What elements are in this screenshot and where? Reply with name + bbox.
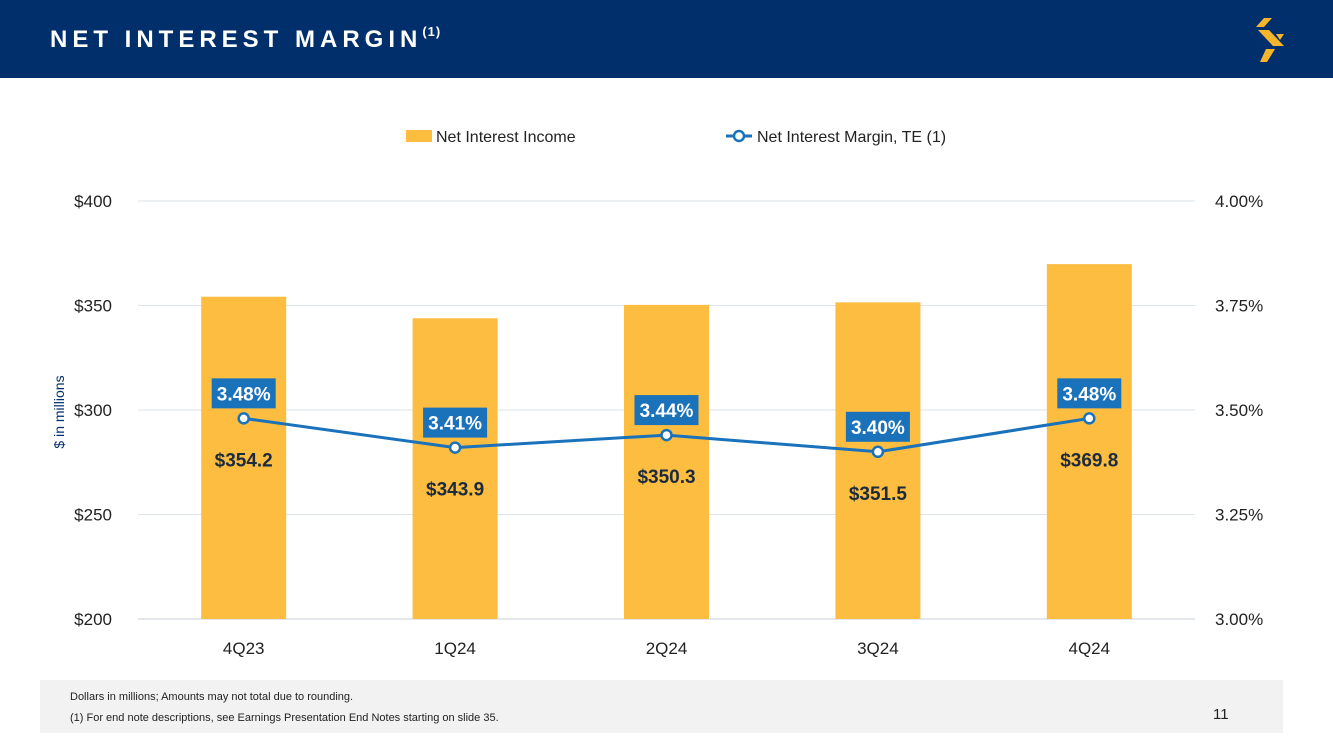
x-tick-label: 1Q24 bbox=[434, 639, 476, 658]
nim-marker bbox=[237, 412, 250, 425]
nim-label-box bbox=[423, 407, 488, 438]
footnote-box: Dollars in millions; Amounts may not tot… bbox=[40, 680, 1283, 733]
y-tick-label: $200 bbox=[74, 610, 112, 629]
bar-4q24 bbox=[1046, 264, 1132, 619]
y-tick-label: $400 bbox=[74, 192, 112, 211]
bar-4q23 bbox=[201, 296, 287, 619]
x-tick-label: 3Q24 bbox=[857, 639, 899, 658]
nim-marker bbox=[448, 441, 462, 454]
x-tick-label: 4Q24 bbox=[1069, 639, 1111, 658]
y-tick-label: $300 bbox=[74, 401, 112, 420]
legend-bar-label: Net Interest Income bbox=[436, 129, 576, 146]
bar-value-label: $343.9 bbox=[426, 480, 484, 501]
y-tick-label: $350 bbox=[74, 297, 112, 316]
page-number: 11 bbox=[1213, 706, 1229, 723]
nim-marker bbox=[871, 445, 885, 459]
nim-marker bbox=[660, 428, 673, 442]
y2-tick-label: 3.75% bbox=[1215, 297, 1263, 316]
slide-title: NET INTEREST MARGIN(1) bbox=[50, 24, 442, 54]
y-tick-label: $250 bbox=[74, 506, 112, 525]
legend-line-marker bbox=[732, 129, 746, 143]
nim-value-label: 3.48% bbox=[1062, 384, 1116, 405]
y2-tick-label: 4.00% bbox=[1215, 192, 1263, 211]
chart-svg: $200 3.00% $250 3.25% $300 3.50% $350 3.75% $400… bbox=[51, 129, 1263, 658]
nim-label-box bbox=[845, 411, 910, 442]
bar-2q24 bbox=[624, 304, 709, 619]
y-axis-title: $ in millions bbox=[51, 375, 67, 448]
header-bar: NET INTEREST MARGIN(1) bbox=[0, 0, 1333, 78]
nim-value-label: 3.41% bbox=[428, 414, 482, 435]
bar-value-label: $350.3 bbox=[637, 467, 695, 488]
nim-value-label: 3.44% bbox=[640, 401, 694, 422]
s-logo-icon bbox=[1256, 18, 1284, 62]
bar-value-label: $351.5 bbox=[849, 484, 908, 505]
bar-value-label: $354.2 bbox=[215, 450, 273, 471]
nim-label-box bbox=[634, 395, 699, 426]
nim-label-box bbox=[1057, 378, 1122, 409]
footnote-2: (1) For end note descriptions, see Earni… bbox=[70, 712, 499, 724]
legend-bar-swatch bbox=[406, 130, 432, 142]
nim-value-label: 3.48% bbox=[217, 384, 271, 405]
nim-chart: $200 3.00% $250 3.25% $300 3.50% $350 3.75% $400… bbox=[0, 78, 1333, 678]
slide-title-text: NET INTEREST MARGIN bbox=[50, 26, 423, 53]
nim-label-box bbox=[211, 378, 276, 409]
slide-title-footnote-ref: (1) bbox=[422, 24, 442, 39]
x-tick-label: 2Q24 bbox=[646, 639, 688, 658]
footnote-1: Dollars in millions; Amounts may not tot… bbox=[70, 691, 354, 703]
bar-3q24 bbox=[835, 302, 921, 619]
y2-tick-label: 3.00% bbox=[1215, 610, 1263, 629]
nim-value-label: 3.40% bbox=[851, 418, 905, 439]
x-tick-label: 4Q23 bbox=[223, 639, 265, 658]
bar-1q24 bbox=[412, 318, 498, 619]
y2-tick-label: 3.25% bbox=[1215, 506, 1263, 525]
legend-line-label: Net Interest Margin, TE (1) bbox=[757, 129, 946, 146]
bar-value-label: $369.8 bbox=[1060, 450, 1118, 471]
y2-tick-label: 3.50% bbox=[1215, 401, 1263, 420]
nim-marker bbox=[1083, 412, 1096, 425]
